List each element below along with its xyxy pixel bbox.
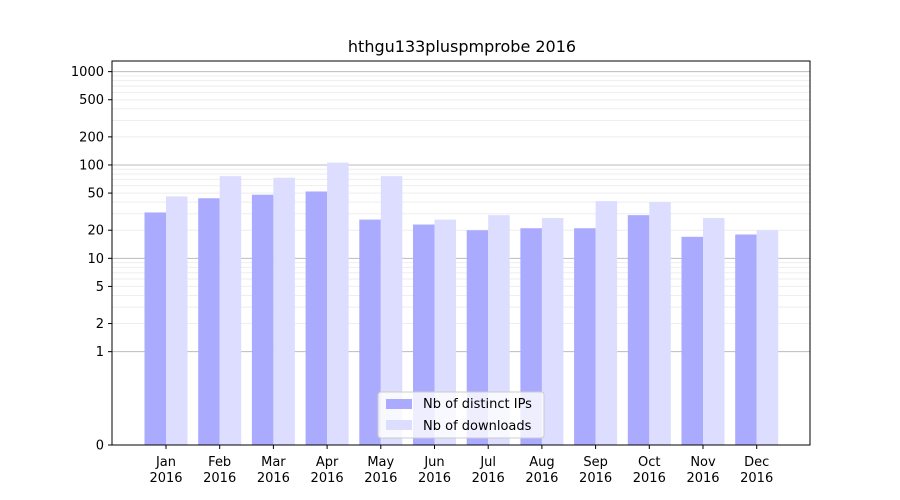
y-tick-label: 1 <box>96 345 104 360</box>
x-tick-label-month: Oct <box>638 455 660 470</box>
bar-distinct-ips <box>305 191 328 445</box>
x-tick-label-year: 2016 <box>203 471 236 486</box>
chart-title: hthgu133pluspmprobe 2016 <box>348 37 576 56</box>
legend: Nb of distinct IPs Nb of downloads <box>377 391 545 439</box>
bar-downloads <box>703 218 725 445</box>
y-tick-label: 10 <box>87 252 104 267</box>
plot-frame <box>111 60 811 446</box>
bar-distinct-ips <box>735 234 757 445</box>
bar-distinct-ips <box>144 212 166 445</box>
legend-label-distinct-ips: Nb of distinct IPs <box>423 397 532 412</box>
x-tick-label-year: 2016 <box>525 471 558 486</box>
x-tick-label-year: 2016 <box>364 471 397 486</box>
bar-distinct-ips <box>413 224 435 445</box>
bar-downloads <box>166 196 188 445</box>
bar-downloads <box>649 202 671 445</box>
y-tick-label: 0 <box>96 439 104 454</box>
y-tick-label: 500 <box>79 93 104 108</box>
bar-distinct-ips <box>681 236 703 445</box>
x-tick-label-month: May <box>367 455 394 470</box>
x-tick-label-month: Jul <box>479 455 496 470</box>
x-tick-label-year: 2016 <box>311 471 344 486</box>
bar-distinct-ips <box>627 215 650 445</box>
bar-distinct-ips <box>466 230 489 445</box>
bar-distinct-ips <box>198 198 220 445</box>
bar-distinct-ips <box>574 228 596 445</box>
bar-downloads <box>327 162 349 445</box>
x-tick-label-month: Aug <box>529 455 554 470</box>
bar-downloads <box>434 219 456 445</box>
x-tick-label-month: Nov <box>690 455 716 470</box>
x-tick-label-month: Apr <box>316 455 339 470</box>
bar-downloads <box>219 176 242 445</box>
bar-downloads <box>595 201 618 445</box>
x-tick-label-month: Jan <box>155 455 176 470</box>
y-axis: 0 1 2 5 10 20 50 100 200 500 1000 <box>71 65 112 454</box>
bars <box>144 162 779 445</box>
y-tick-label: 1000 <box>71 65 104 80</box>
x-tick-label-year: 2016 <box>418 471 451 486</box>
bar-distinct-ips <box>251 194 274 445</box>
y-tick-label: 20 <box>87 224 104 239</box>
y-tick-label: 5 <box>96 280 104 295</box>
y-tick-label: 200 <box>79 130 104 145</box>
y-tick-label: 50 <box>87 187 104 202</box>
x-tick-label-year: 2016 <box>686 471 719 486</box>
legend-label-downloads: Nb of downloads <box>423 419 532 434</box>
legend-swatch-distinct-ips <box>386 399 412 409</box>
y-tick-label: 100 <box>79 158 104 173</box>
bar-downloads <box>488 215 510 445</box>
x-tick-label-year: 2016 <box>257 471 290 486</box>
x-tick-label-month: Dec <box>744 455 769 470</box>
bar-distinct-ips <box>359 219 381 445</box>
bar-downloads <box>273 177 295 445</box>
x-tick-label-month: Jun <box>423 455 444 470</box>
bar-downloads <box>756 230 779 445</box>
bar-downloads <box>380 176 403 445</box>
x-tick-label-year: 2016 <box>740 471 773 486</box>
legend-swatch-downloads <box>386 420 412 430</box>
x-tick-label-month: Feb <box>208 455 231 470</box>
legend-box <box>377 391 545 439</box>
y-tick-label: 2 <box>96 317 104 332</box>
bar-downloads <box>541 218 564 445</box>
x-axis: Jan2016Feb2016Mar2016Apr2016May2016Jun20… <box>149 445 773 486</box>
x-tick-label-year: 2016 <box>149 471 182 486</box>
x-tick-label-year: 2016 <box>579 471 612 486</box>
bar-distinct-ips <box>520 228 542 445</box>
x-tick-label-year: 2016 <box>633 471 666 486</box>
x-tick-label-year: 2016 <box>472 471 505 486</box>
x-tick-label-month: Sep <box>583 455 608 470</box>
x-tick-label-month: Mar <box>261 455 286 470</box>
